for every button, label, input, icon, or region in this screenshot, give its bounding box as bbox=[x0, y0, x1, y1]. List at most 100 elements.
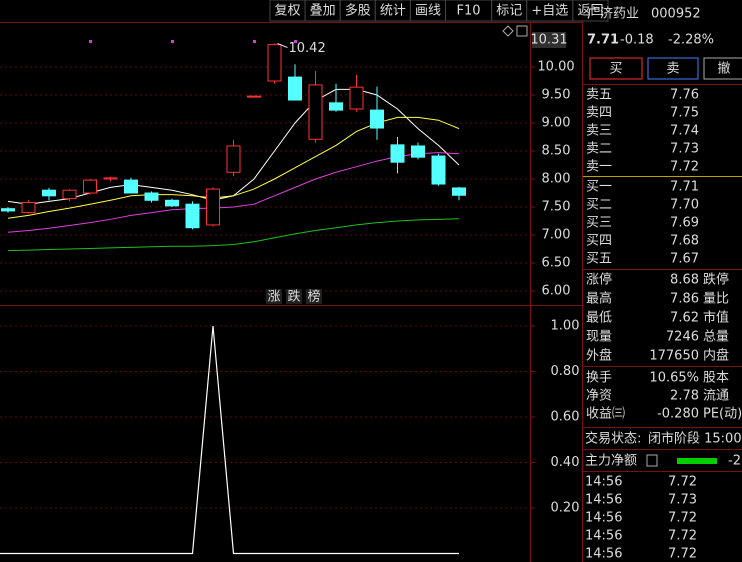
stat-next-label: 跌停 bbox=[703, 272, 729, 288]
candle-body bbox=[267, 44, 282, 82]
bid-label: 买三 bbox=[586, 216, 612, 231]
moving-average bbox=[7, 218, 460, 252]
y-tick-label: 6.50 bbox=[542, 256, 571, 271]
candle-body bbox=[349, 86, 364, 110]
stat-value: 177650 bbox=[649, 349, 699, 364]
candle-body bbox=[103, 177, 118, 180]
cursor-price: 10.31 bbox=[530, 33, 567, 48]
ask-label: 卖二 bbox=[586, 142, 612, 157]
stat-value: -0.280 bbox=[657, 407, 699, 422]
y-tick-label: 7.50 bbox=[542, 200, 571, 215]
candle-body bbox=[62, 189, 77, 200]
toolbar-label: 统计 bbox=[380, 4, 406, 19]
y-tick-label: 7.00 bbox=[542, 228, 571, 243]
candle-body bbox=[370, 109, 384, 129]
candle-body bbox=[431, 155, 446, 185]
stat-next-label: 总量 bbox=[703, 330, 729, 345]
y-tick-label: 9.50 bbox=[542, 88, 571, 103]
indicator-line bbox=[0, 325, 459, 555]
bid-price: 7.69 bbox=[670, 216, 699, 231]
stat-label: 收益㈢ bbox=[586, 407, 625, 422]
stat-label: 现量 bbox=[586, 330, 612, 345]
candle-body bbox=[124, 179, 138, 194]
y-tick-label: 0.80 bbox=[551, 364, 580, 379]
ask-label: 卖四 bbox=[586, 106, 612, 121]
stat-value: 7246 bbox=[666, 330, 699, 345]
moving-average bbox=[7, 152, 460, 233]
stat-next-label: PE(动) bbox=[703, 407, 742, 422]
flow-bar bbox=[677, 458, 717, 464]
candle-body bbox=[206, 188, 220, 226]
stat-next-label: 量比 bbox=[703, 292, 729, 307]
status-value: 闭市阶段 15:00 bbox=[648, 431, 742, 447]
tag-button[interactable] bbox=[266, 289, 282, 304]
candle-body bbox=[247, 95, 261, 98]
status-label: 交易状态: bbox=[585, 431, 641, 447]
diamond-icon[interactable] bbox=[502, 25, 514, 37]
toolbar-label: 标记 bbox=[496, 4, 522, 19]
candle-body bbox=[390, 144, 405, 163]
stat-label: 换手 bbox=[586, 371, 612, 386]
ask-label: 卖五 bbox=[586, 88, 612, 103]
tick-price: 7.72 bbox=[668, 547, 697, 562]
y-tick-label: 10.00 bbox=[537, 60, 574, 75]
toolbar-label: 多股 bbox=[345, 3, 371, 19]
tick-time: 14:56 bbox=[585, 547, 622, 562]
trade-button-label: 卖 bbox=[666, 62, 679, 77]
bid-label: 买一 bbox=[586, 180, 612, 195]
high-pointer bbox=[277, 43, 288, 48]
toolbar-label: F10 bbox=[457, 4, 481, 19]
tick-price: 7.72 bbox=[668, 475, 697, 490]
trade-button[interactable] bbox=[647, 57, 699, 80]
y-tick-label: 1.00 bbox=[551, 319, 580, 334]
candle-body bbox=[329, 102, 343, 111]
bid-price: 7.70 bbox=[670, 198, 699, 213]
ask-price: 7.75 bbox=[670, 106, 699, 121]
toolbar-label: 复权 bbox=[275, 3, 301, 19]
ask-price: 7.74 bbox=[670, 124, 699, 139]
candle-body bbox=[165, 199, 179, 207]
tag-button[interactable] bbox=[306, 289, 322, 304]
stat-label: 外盘 bbox=[586, 348, 612, 364]
bid-price: 7.67 bbox=[670, 252, 699, 267]
trade-button-label: 买 bbox=[609, 62, 622, 77]
trade-button[interactable] bbox=[589, 57, 643, 80]
toolbar-button[interactable] bbox=[572, 0, 609, 22]
tag-label: 榜 bbox=[307, 289, 320, 305]
flow-value: -2 bbox=[728, 454, 741, 469]
panel-separators bbox=[583, 84, 742, 472]
toolbar-label: 叠加 bbox=[310, 4, 336, 19]
stat-label: 涨停 bbox=[586, 272, 612, 288]
high-label: 10.42 bbox=[289, 41, 326, 56]
candle-body bbox=[144, 192, 159, 201]
last-price: 7.71 bbox=[587, 33, 619, 48]
bid-label: 买二 bbox=[586, 198, 612, 213]
y-tick-label: 0.60 bbox=[551, 410, 580, 425]
tick-time: 14:56 bbox=[585, 493, 622, 508]
trade-button[interactable] bbox=[703, 57, 742, 80]
candle-body bbox=[288, 76, 302, 101]
stat-value: 2.78 bbox=[670, 389, 699, 404]
stock-name: 广济药业 bbox=[587, 7, 639, 22]
candle-body bbox=[1, 208, 15, 212]
cursor-price-box bbox=[532, 32, 566, 48]
stat-next-label: 流通 bbox=[703, 389, 729, 404]
stat-label: 净资 bbox=[586, 389, 612, 404]
toolbar-label: 画线 bbox=[415, 4, 441, 19]
y-tick-label: 0.20 bbox=[551, 501, 580, 516]
tag-label: 涨 bbox=[267, 290, 280, 305]
tick-price: 7.72 bbox=[668, 511, 697, 526]
stat-value: 7.86 bbox=[670, 292, 699, 307]
candle-body bbox=[185, 203, 200, 229]
flow-label: 主力净额 bbox=[585, 454, 637, 469]
candle-body bbox=[83, 179, 97, 194]
ask-price: 7.76 bbox=[670, 88, 699, 103]
tag-button[interactable] bbox=[286, 289, 302, 304]
panel-icon[interactable] bbox=[516, 25, 528, 37]
bid-label: 买五 bbox=[586, 252, 612, 267]
toolbar-label: +自选 bbox=[531, 4, 568, 19]
tick-price: 7.72 bbox=[668, 529, 697, 544]
flow-icon[interactable] bbox=[646, 454, 658, 467]
stat-value: 8.68 bbox=[670, 273, 699, 288]
